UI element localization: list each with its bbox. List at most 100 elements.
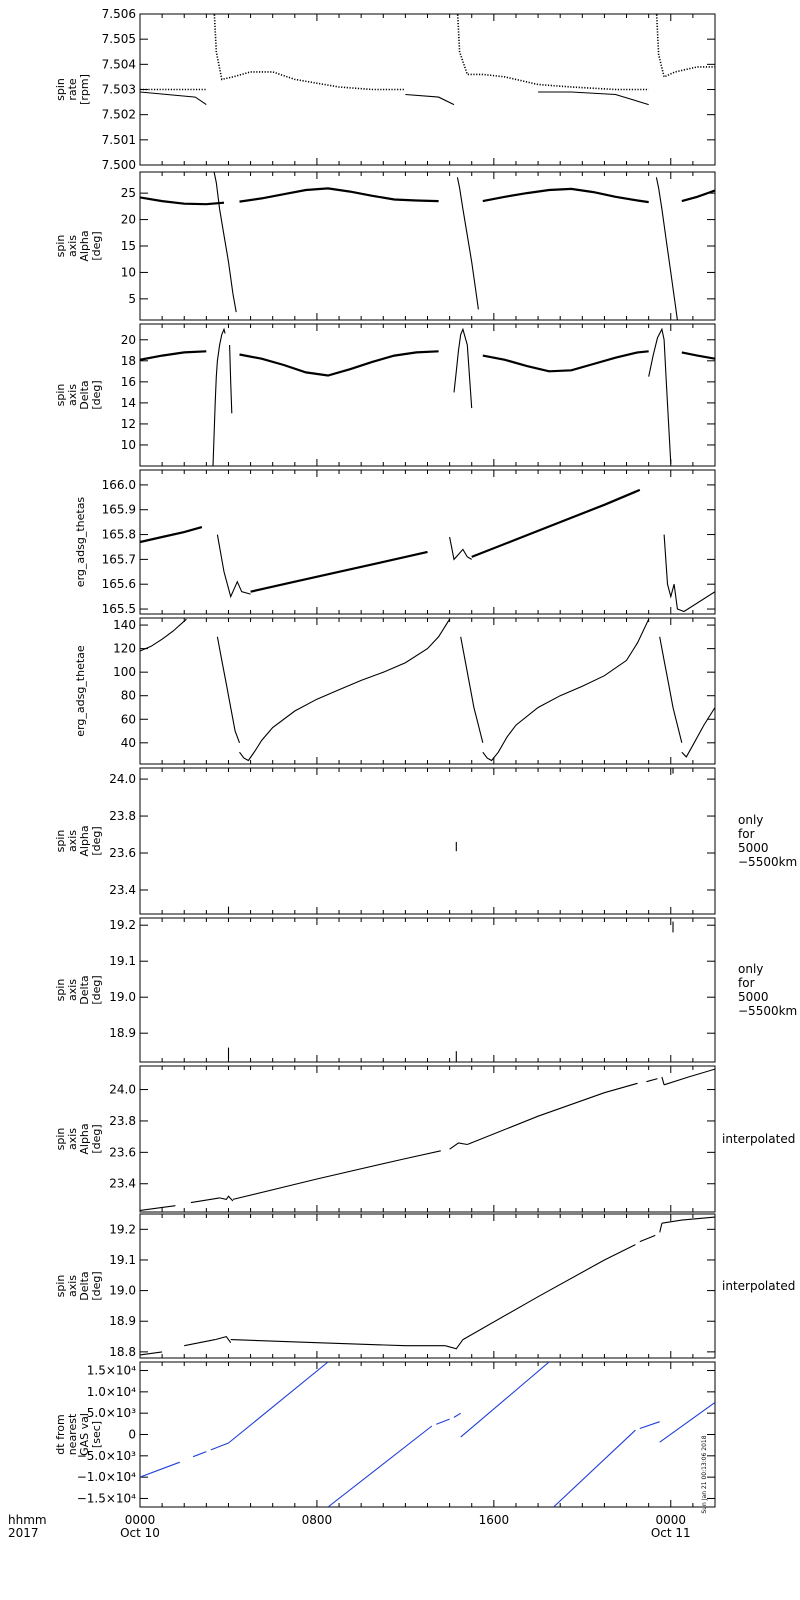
- data-series: [240, 351, 439, 375]
- panel-frame: [140, 1362, 715, 1507]
- data-series: [233, 1151, 441, 1200]
- series-group: [140, 1362, 715, 1507]
- data-series: [450, 537, 472, 559]
- x-tick-label: 1600: [479, 1513, 510, 1527]
- data-series: [483, 189, 649, 202]
- data-series: [640, 1422, 660, 1429]
- panel-frame: [140, 14, 715, 165]
- data-series: [640, 1235, 656, 1241]
- data-series: [664, 1069, 715, 1085]
- y-tick-label: 7.505: [102, 32, 136, 46]
- data-series: [217, 637, 239, 743]
- panel-note: 5000: [738, 841, 769, 855]
- y-tick-label: 20: [121, 213, 136, 227]
- data-series: [214, 9, 405, 90]
- panel-frame: [140, 618, 715, 764]
- panel-frame: [140, 1066, 715, 1212]
- y-tick-label: 1.5×10⁴: [87, 1364, 136, 1378]
- y-tick-label: 7.502: [102, 108, 136, 122]
- y-axis-label: [sec]: [90, 1421, 103, 1448]
- y-axis-label: [deg]: [90, 975, 103, 1004]
- data-series: [405, 95, 454, 105]
- series-group: [140, 490, 715, 612]
- y-tick-label: 18: [121, 354, 136, 368]
- data-series: [436, 1419, 449, 1424]
- data-series: [328, 1426, 432, 1507]
- y-tick-label: 166.0: [102, 478, 136, 492]
- data-series: [140, 92, 206, 105]
- y-tick-label: 5.0×10³: [87, 1406, 136, 1420]
- y-tick-label: 18.9: [109, 1314, 136, 1328]
- y-tick-label: 19.1: [109, 1253, 136, 1267]
- data-series: [656, 177, 677, 320]
- data-series: [217, 535, 250, 597]
- y-axis-label: erg_adsg_thetae: [74, 645, 87, 737]
- data-series: [231, 1340, 446, 1346]
- data-series: [211, 1443, 229, 1450]
- y-tick-label: 7.504: [102, 57, 136, 71]
- data-series: [140, 619, 186, 651]
- panel-8: 23.423.623.824.0spin axis Alpha [deg] interp…: [54, 1066, 795, 1212]
- y-tick-label: 165.7: [102, 552, 136, 566]
- data-series: [660, 1223, 662, 1232]
- x-tick-label: Oct 10: [120, 1526, 160, 1540]
- y-tick-label: 23.4: [109, 883, 136, 897]
- y-tick-label: 7.501: [102, 133, 136, 147]
- series-group: [140, 1069, 715, 1210]
- data-series: [445, 1340, 463, 1349]
- y-tick-label: 10: [121, 265, 136, 279]
- y-tick-label: 25: [121, 186, 136, 200]
- panel-10: −1.5×10⁴−1.0×10⁴−5.0×10³05.0×10³1.0×10⁴1…: [54, 1362, 715, 1514]
- data-series: [220, 1196, 233, 1201]
- data-series: [483, 619, 649, 760]
- panel-note: only: [738, 962, 763, 976]
- series-group: [229, 922, 674, 1062]
- series-group: [140, 619, 715, 760]
- panel-note: for: [738, 827, 755, 841]
- data-series: [140, 197, 224, 204]
- x-tick-label: Oct 11: [651, 1526, 691, 1540]
- data-series: [538, 92, 649, 105]
- y-tick-label: 165.6: [102, 577, 136, 591]
- y-tick-label: 19.2: [109, 918, 136, 932]
- y-tick-label: 12: [121, 417, 136, 431]
- panel-note: for: [738, 976, 755, 990]
- panel-frame: [140, 324, 715, 466]
- y-axis-label: [rpm]: [78, 74, 91, 105]
- panel-note: 5000: [738, 990, 769, 1004]
- x-tick-label: 0000: [655, 1513, 686, 1527]
- y-tick-label: 18.9: [109, 1026, 136, 1040]
- y-tick-label: 7.503: [102, 83, 136, 97]
- data-series: [483, 351, 649, 371]
- y-axis-label: [deg]: [90, 1124, 103, 1153]
- panel-2: 510152025spin axis Alpha [deg]: [54, 172, 715, 320]
- data-series: [461, 1362, 549, 1437]
- data-series: [660, 637, 682, 743]
- panel-7: 18.9 19.0 19.1 19.2 spin axis Delta [deg] onlyfo…: [54, 918, 797, 1062]
- y-tick-label: 0: [128, 1428, 136, 1442]
- data-series: [554, 1430, 636, 1507]
- x-tick-label: 0800: [302, 1513, 333, 1527]
- data-series: [461, 637, 483, 743]
- data-series: [450, 1143, 468, 1149]
- series-group: [140, 172, 715, 320]
- y-axis-label: erg_adsg_thetas: [74, 497, 87, 588]
- data-series: [191, 1198, 220, 1203]
- data-series: [682, 708, 715, 757]
- data-series: [230, 345, 232, 413]
- y-tick-label: 23.6: [109, 846, 136, 860]
- y-tick-label: 19.0: [109, 990, 136, 1004]
- data-series: [240, 619, 450, 760]
- y-tick-label: 140: [113, 618, 136, 632]
- y-tick-label: 18.8: [109, 1345, 136, 1359]
- data-series: [662, 1077, 664, 1085]
- y-tick-label: 15: [121, 239, 136, 253]
- panel-9: 18.8 18.9 19.0 19.1 19.2 spin axis Delta [deg] in…: [54, 1214, 795, 1359]
- panel-note: −5500km: [738, 855, 797, 869]
- y-tick-label: −1.5×10⁴: [77, 1491, 136, 1505]
- y-tick-label: 24.0: [109, 1083, 136, 1097]
- data-series: [664, 535, 715, 612]
- y-tick-label: 100: [113, 665, 136, 679]
- data-series: [213, 329, 225, 466]
- series-group: [140, 1217, 715, 1355]
